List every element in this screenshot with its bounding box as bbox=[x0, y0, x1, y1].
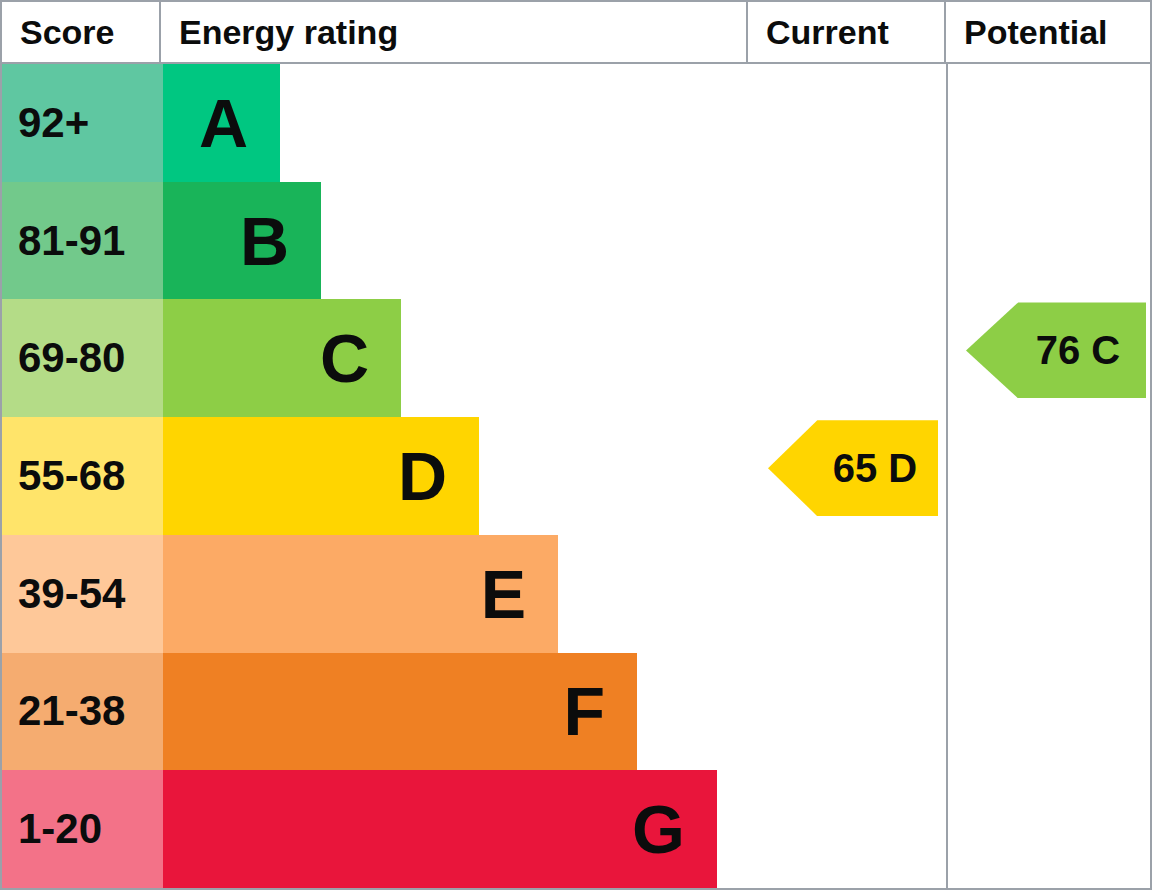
score-range-c: 69-80 bbox=[2, 299, 163, 417]
potential-rating-arrow: 76 C bbox=[966, 302, 1146, 398]
score-range-a: 92+ bbox=[2, 64, 163, 182]
rating-bar-e: E bbox=[163, 535, 558, 653]
rating-bands: 92+ A 81-91 B 69-80 C 55-68 D 39-54 E 21… bbox=[2, 64, 750, 888]
score-range-f: 21-38 bbox=[2, 653, 163, 771]
band-row-d: 55-68 D bbox=[2, 417, 750, 535]
current-rating-arrow: 65 D bbox=[768, 420, 938, 516]
chart-body: 92+ A 81-91 B 69-80 C 55-68 D 39-54 E 21… bbox=[2, 64, 1150, 888]
rating-bar-f: F bbox=[163, 653, 637, 771]
rating-bar-c: C bbox=[163, 299, 401, 417]
band-row-c: 69-80 C bbox=[2, 299, 750, 417]
rating-bar-g: G bbox=[163, 770, 717, 888]
current-rating-column: 65 D bbox=[750, 64, 948, 888]
band-row-f: 21-38 F bbox=[2, 653, 750, 771]
band-row-e: 39-54 E bbox=[2, 535, 750, 653]
rating-bar-d: D bbox=[163, 417, 479, 535]
score-range-d: 55-68 bbox=[2, 417, 163, 535]
score-range-e: 39-54 bbox=[2, 535, 163, 653]
rating-bar-b: B bbox=[163, 182, 321, 300]
chart-header-row: Score Energy rating Current Potential bbox=[2, 2, 1150, 64]
score-range-b: 81-91 bbox=[2, 182, 163, 300]
epc-rating-chart: Score Energy rating Current Potential 92… bbox=[0, 0, 1152, 890]
potential-rating-column: 76 C bbox=[948, 64, 1150, 888]
column-header-energy-rating: Energy rating bbox=[161, 2, 748, 62]
band-row-b: 81-91 B bbox=[2, 182, 750, 300]
rating-bar-a: A bbox=[163, 64, 280, 182]
score-range-g: 1-20 bbox=[2, 770, 163, 888]
band-row-g: 1-20 G bbox=[2, 770, 750, 888]
column-header-current: Current bbox=[748, 2, 946, 62]
column-header-score: Score bbox=[2, 2, 161, 62]
column-header-potential: Potential bbox=[946, 2, 1150, 62]
band-row-a: 92+ A bbox=[2, 64, 750, 182]
